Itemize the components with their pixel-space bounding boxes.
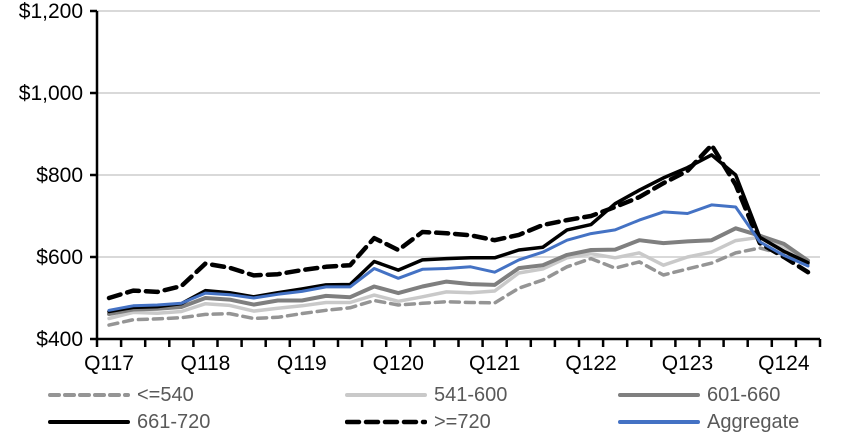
legend-marker-720 (345, 419, 427, 425)
series-line-aggregate (107, 203, 810, 312)
chart-legend: <=540 541-600 601-660 661-720 >=720 Aggregate (0, 376, 852, 442)
legend-marker-aggregate (618, 420, 700, 424)
line-chart-canvas: $400 $600 $800 $1,000 $1,200 Q117 Q118 Q119 Q120… (19, 0, 822, 375)
legend-marker-540 (48, 393, 130, 397)
y-axis-label: $600 (36, 246, 83, 269)
legend-label-661-720: 661-720 (137, 411, 211, 433)
legend-label-540: <=540 (137, 384, 194, 406)
series-line-720 (106, 142, 811, 301)
x-axis-label: Q120 (373, 352, 424, 375)
legend-marker-601-660 (618, 393, 700, 397)
legend-item-aggregate: Aggregate (618, 410, 799, 434)
legend-label-aggregate: Aggregate (707, 411, 800, 433)
legend-item-541-600: 541-600 (345, 383, 507, 407)
x-axis-label: Q117 (84, 352, 134, 375)
series-line-541-600 (107, 235, 810, 321)
y-axis-label: $1,000 (19, 82, 83, 105)
x-axis-label: Q122 (565, 352, 616, 375)
series-line-601-660 (107, 226, 810, 316)
y-axis-label: $800 (36, 164, 83, 187)
legend-label-541-600: 541-600 (434, 384, 508, 406)
legend-item-661-720: 661-720 (48, 410, 210, 434)
x-axis-label: Q118 (181, 352, 231, 375)
legend-marker-661-720 (48, 420, 130, 424)
legend-item-540: <=540 (48, 383, 194, 407)
x-axis-label: Q119 (277, 352, 327, 375)
x-axis-label: Q121 (469, 352, 520, 375)
legend-marker-541-600 (345, 393, 427, 397)
x-axis-label: Q123 (662, 352, 713, 375)
y-axis-label: $1,200 (19, 0, 83, 23)
legend-label-720: >=720 (434, 411, 491, 433)
series-line-540 (107, 246, 810, 327)
x-axis-label: Q124 (758, 352, 810, 375)
y-axis-label: $400 (36, 328, 83, 351)
legend-item-601-660: 601-660 (618, 383, 780, 407)
legend-label-601-660: 601-660 (707, 384, 781, 406)
legend-item-720: >=720 (345, 410, 491, 434)
